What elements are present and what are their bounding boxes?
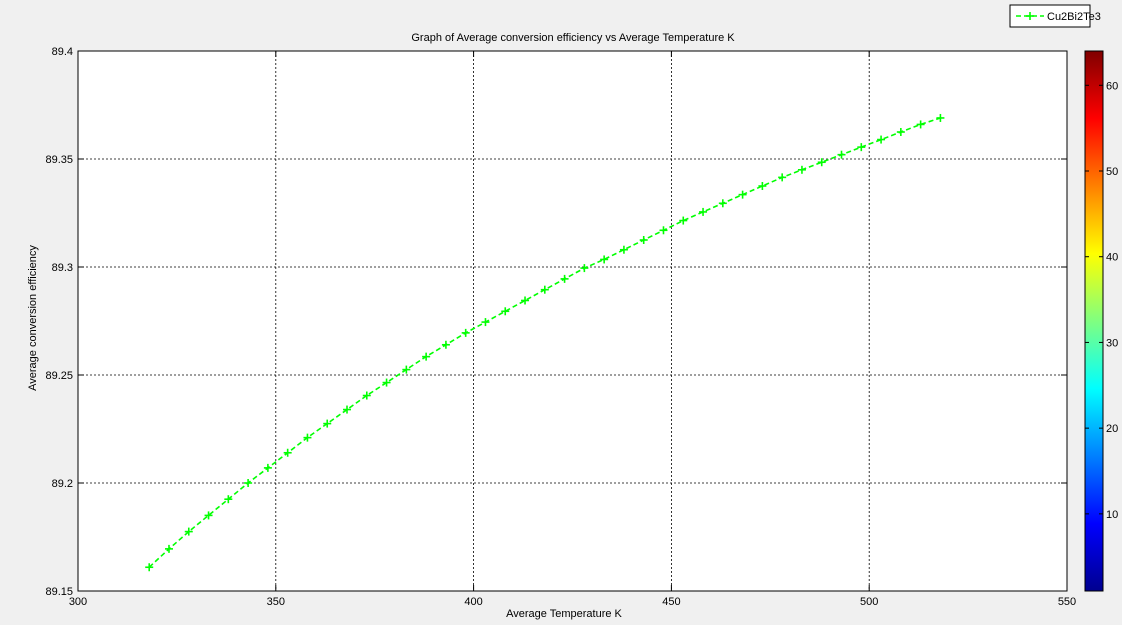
data-point [303,433,312,442]
chart-title: Graph of Average conversion efficiency v… [411,32,735,44]
data-point [758,182,767,190]
x-tick-label: 400 [464,596,482,608]
data-point [600,255,609,264]
data-point [263,463,272,472]
legend-box [1009,4,1091,28]
data-point [817,158,826,167]
colorbar-tick-label: 40 [1106,252,1118,264]
data-point [382,378,391,387]
data-point [659,226,668,235]
y-tick-label: 89.35 [45,154,73,166]
x-tick-label: 500 [860,596,878,608]
y-tick-label: 89.3 [52,262,73,274]
data-point [857,143,866,152]
x-tick-label: 550 [1058,596,1076,608]
y-tick-label: 89.25 [45,370,73,382]
data-point [283,448,292,457]
colorbar-tick-label: 10 [1106,509,1118,521]
legend-label: Cu2Bi2Te3 [1047,11,1101,23]
colorbar: 10 20 30 40 50 60 [1084,50,1118,592]
colorbar-tick-label: 60 [1106,80,1118,92]
colorbar-gradient [1084,50,1104,592]
data-point [422,352,431,361]
data-point [896,128,905,136]
data-point [461,328,470,337]
data-point [699,207,708,216]
x-tick-label: 300 [69,596,87,608]
colorbar-tick-label: 50 [1106,166,1118,178]
data-point [244,479,253,487]
legend-marker [1026,12,1034,20]
plot-background [78,51,1067,591]
data-point [323,419,332,428]
x-tick-label: 350 [267,596,285,608]
axes-frame [77,50,1068,592]
colorbar-tick-label: 20 [1106,423,1118,435]
data-point [184,527,193,536]
y-tick-label: 89.4 [52,46,73,58]
data-point [619,245,628,254]
data-point [343,405,352,414]
legend: Cu2Bi2Te3 [1009,4,1101,28]
plot-area [145,113,945,572]
data-point [797,165,806,174]
data-point [718,199,727,208]
data-point [501,307,510,316]
data-point [521,296,530,305]
data-point [837,150,846,159]
data-point [362,391,371,400]
data-point [164,544,173,553]
x-tick-label: 450 [662,596,680,608]
data-point [145,563,154,572]
x-axis-label: Average Temperature K [506,608,622,620]
y-axis-label: Average conversion efficiency [27,245,39,391]
y-tick-label: 89.2 [52,478,73,490]
colorbar-tick-label: 30 [1106,337,1118,349]
data-point [540,285,549,294]
data-point [639,236,648,244]
axes: 300 350 400 450 500 550 89.15 89.2 89.25 89.3 89.3… [45,46,1076,608]
data-point [877,135,886,144]
y-tick-label: 89.15 [45,586,73,598]
data-point [441,340,450,349]
data-point [224,495,233,504]
data-point [402,365,411,374]
data-point [204,511,213,520]
data-point [481,318,490,327]
data-point [679,216,688,225]
data-point [778,173,787,182]
data-point [916,120,925,129]
data-point [936,113,945,122]
data-point [738,190,747,199]
data-point [560,274,569,283]
data-point [580,264,589,273]
